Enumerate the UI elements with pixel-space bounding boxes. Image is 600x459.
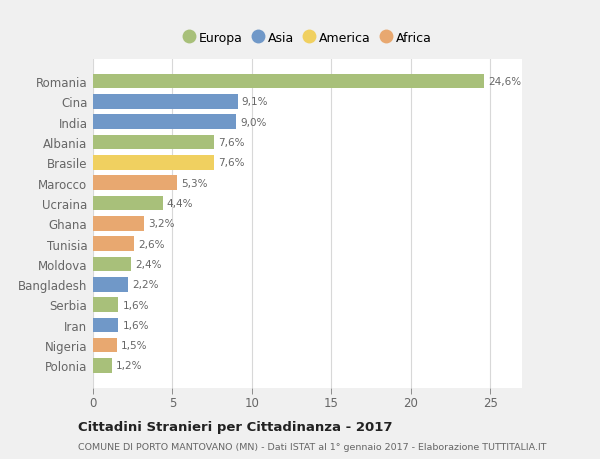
Bar — [93, 237, 134, 252]
Text: 2,6%: 2,6% — [138, 239, 165, 249]
Bar — [93, 318, 118, 332]
Bar — [93, 156, 214, 170]
Text: 4,4%: 4,4% — [167, 198, 193, 208]
Text: 2,4%: 2,4% — [135, 259, 161, 269]
Text: 1,6%: 1,6% — [122, 320, 149, 330]
Bar — [93, 257, 131, 272]
Bar — [93, 217, 144, 231]
Text: 2,2%: 2,2% — [132, 280, 158, 290]
Text: 1,6%: 1,6% — [122, 300, 149, 310]
Text: 9,0%: 9,0% — [240, 118, 266, 128]
Bar — [93, 95, 238, 109]
Bar — [93, 196, 163, 211]
Bar — [93, 115, 236, 130]
Text: Cittadini Stranieri per Cittadinanza - 2017: Cittadini Stranieri per Cittadinanza - 2… — [78, 420, 392, 433]
Bar — [93, 277, 128, 292]
Legend: Europa, Asia, America, Africa: Europa, Asia, America, Africa — [181, 30, 434, 48]
Text: 5,3%: 5,3% — [181, 178, 208, 188]
Bar — [93, 297, 118, 312]
Text: 9,1%: 9,1% — [242, 97, 268, 107]
Bar — [93, 75, 484, 89]
Text: 1,5%: 1,5% — [121, 341, 148, 350]
Bar — [93, 338, 117, 353]
Text: COMUNE DI PORTO MANTOVANO (MN) - Dati ISTAT al 1° gennaio 2017 - Elaborazione TU: COMUNE DI PORTO MANTOVANO (MN) - Dati IS… — [78, 442, 547, 451]
Text: 1,2%: 1,2% — [116, 361, 143, 370]
Text: 3,2%: 3,2% — [148, 219, 175, 229]
Bar — [93, 176, 177, 190]
Bar — [93, 358, 112, 373]
Text: 24,6%: 24,6% — [488, 77, 521, 87]
Text: 7,6%: 7,6% — [218, 138, 244, 148]
Text: 7,6%: 7,6% — [218, 158, 244, 168]
Bar — [93, 135, 214, 150]
